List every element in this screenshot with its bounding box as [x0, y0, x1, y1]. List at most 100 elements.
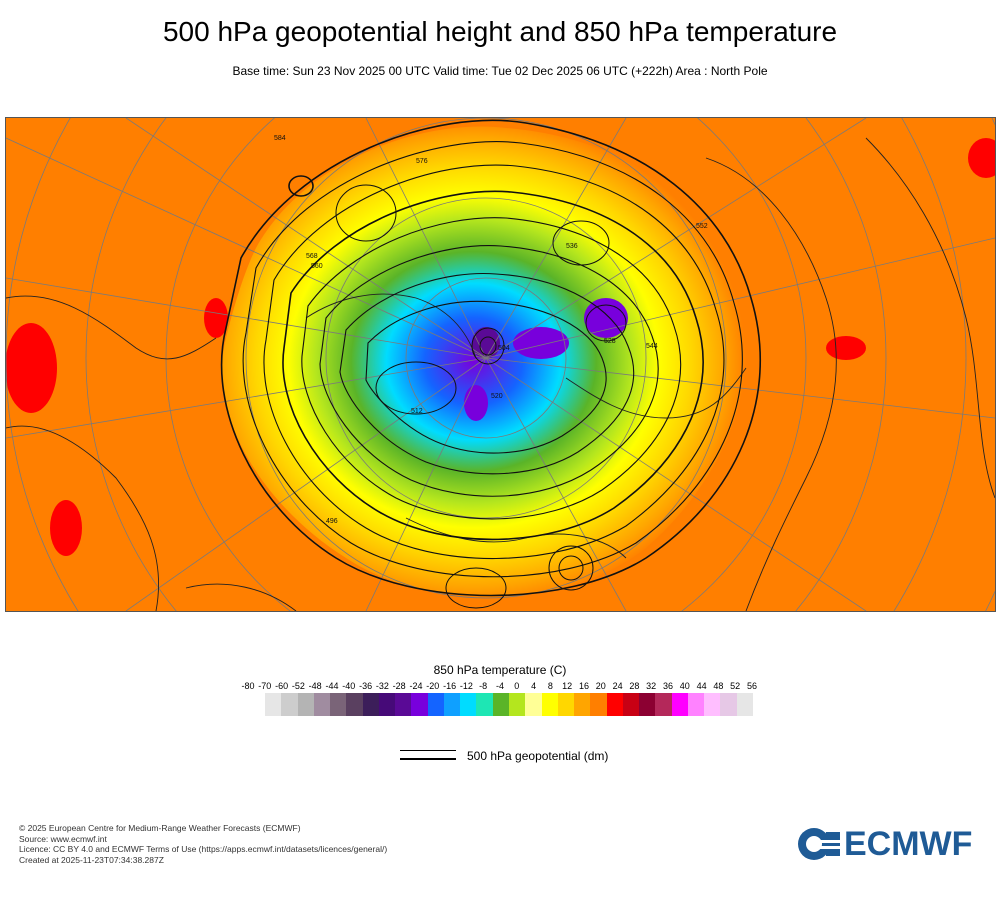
ecmwf-logo-text: ECMWF: [844, 824, 973, 863]
colorbar-tick-label: 56: [746, 681, 758, 691]
colorbar-swatch: [492, 693, 509, 716]
colorbar-swatch: [687, 693, 705, 716]
colorbar-swatch: [639, 693, 656, 716]
contour-label: 568: [306, 253, 318, 260]
colorbar-swatch: [590, 693, 607, 716]
legend-colorbar: [265, 693, 753, 716]
ecmwf-logo-icon: [798, 828, 840, 860]
geopotential-line-key: [400, 748, 458, 762]
contour-label: 520: [491, 393, 503, 400]
colorbar-swatch: [622, 693, 640, 716]
colorbar-swatch: [541, 693, 558, 716]
colorbar-tick-label: -40: [342, 681, 356, 691]
hot-spot: [826, 336, 866, 360]
colorbar-tick-label: 8: [547, 681, 553, 691]
chart-subtitle: Base time: Sun 23 Nov 2025 00 UTC Valid …: [232, 64, 768, 78]
colorbar-tick-label: -60: [275, 681, 289, 691]
footer-created: Created at 2025-11-23T07:34:38.287Z: [19, 854, 164, 865]
colorbar-tick-label: 40: [679, 681, 690, 691]
colorbar-swatch: [720, 693, 737, 716]
colorbar-tick-label: 32: [646, 681, 657, 691]
contour-label: 560: [311, 263, 323, 270]
hot-spot: [50, 500, 82, 556]
colorbar-tick-label: -8: [479, 681, 488, 691]
geopotential-contours: [220, 119, 762, 609]
colorbar-tick-label: 24: [612, 681, 623, 691]
cold-core: [513, 327, 569, 359]
colorbar-swatch: [606, 693, 623, 716]
contour-label: 512: [411, 408, 423, 415]
colorbar-tick-label: -28: [392, 681, 406, 691]
colorbar-tick-label: -20: [426, 681, 440, 691]
colorbar-tick-label: -16: [443, 681, 457, 691]
colorbar-swatch: [378, 693, 396, 716]
colorbar-swatch: [313, 693, 331, 716]
map-canvas: 584 576 568 560 552 544 536 528 520 512 …: [6, 118, 995, 611]
colorbar-tick-label: -32: [375, 681, 389, 691]
footer: © 2025 European Centre for Medium-Range …: [19, 823, 387, 865]
contour-label: 584: [274, 135, 286, 142]
ecmwf-logo: ECMWF: [796, 824, 973, 863]
legend-ticks: -80 -70 -60 -52 -48 -44 -40 -36 -32 -28 -24 -20 -16-…: [0, 681, 1000, 693]
colorbar-tick-label: 52: [730, 681, 741, 691]
colorbar-tick-label: -44: [325, 681, 339, 691]
colorbar-swatch: [671, 693, 688, 716]
contour-labels: 584 576 568 560 552 544 536 528 520 512 …: [274, 135, 708, 525]
hot-spot: [6, 323, 57, 413]
contour-label: 576: [416, 158, 428, 165]
colorbar-swatch: [460, 693, 477, 716]
colorbar-swatch: [704, 693, 721, 716]
colorbar-swatch: [330, 693, 347, 716]
colorbar-swatch: [525, 693, 542, 716]
colorbar-tick-label: -12: [459, 681, 473, 691]
contour-label: 552: [696, 223, 708, 230]
polar-map: 584 576 568 560 552 544 536 528 520 512 …: [5, 117, 996, 612]
colorbar-swatch: [574, 693, 591, 716]
colorbar-tick-label: -70: [258, 681, 272, 691]
chart-title: 500 hPa geopotential height and 850 hPa …: [162, 16, 838, 47]
colorbar-tick-label: -4: [495, 681, 505, 691]
colorbar-tick-label: 0: [514, 681, 520, 691]
colorbar-tick-label: 28: [629, 681, 640, 691]
colorbar-swatch: [476, 693, 493, 716]
colorbar-swatch: [362, 693, 379, 716]
contour-label: 528: [604, 338, 616, 345]
colorbar-tick-label: 44: [696, 681, 707, 691]
footer-licence: Licence: CC BY 4.0 and ECMWF Terms of Us…: [19, 844, 388, 854]
cold-core: [464, 385, 488, 421]
colorbar-swatch: [411, 693, 428, 716]
colorbar-tick-label: 20: [595, 681, 606, 691]
hot-spot: [204, 298, 228, 338]
cold-core: [472, 327, 500, 359]
colorbar-tick-label: -48: [308, 681, 322, 691]
colorbar-swatch: [395, 693, 412, 716]
colorbar-tick-label: -24: [409, 681, 423, 691]
colorbar-swatch: [443, 693, 461, 716]
colorbar-tick-label: 36: [662, 681, 674, 691]
geopotential-legend-label: 500 hPa geopotential (dm): [467, 749, 609, 763]
colorbar-tick-label: 4: [531, 681, 537, 691]
colorbar-swatch: [557, 693, 575, 716]
colorbar-tick-label: 16: [578, 681, 590, 691]
colorbar-swatch: [297, 693, 314, 716]
colorbar-swatch: [736, 693, 753, 716]
colorbar-swatch: [508, 693, 526, 716]
colorbar-swatch: [281, 693, 298, 716]
colorbar-tick-label: 48: [713, 681, 724, 691]
contour-label: 536: [566, 243, 578, 250]
colorbar-tick-label: -52: [291, 681, 305, 691]
footer-source: Source: www.ecmwf.int: [19, 833, 107, 844]
contour-label: 496: [326, 518, 338, 525]
contour-label: 504: [498, 345, 510, 352]
coastlines: [6, 137, 995, 611]
legend-title: 850 hPa temperature (C): [433, 663, 567, 677]
colorbar-swatch: [265, 693, 282, 716]
colorbar-swatch: [655, 693, 672, 716]
colorbar-tick-label: -80: [241, 681, 255, 691]
colorbar-swatch: [346, 693, 363, 716]
colorbar-swatch: [427, 693, 444, 716]
footer-copyright: © 2025 European Centre for Medium-Range …: [19, 823, 301, 833]
colorbar-tick-label: 12: [562, 681, 573, 691]
contour-label: 544: [646, 343, 658, 350]
hot-spot: [968, 138, 995, 178]
